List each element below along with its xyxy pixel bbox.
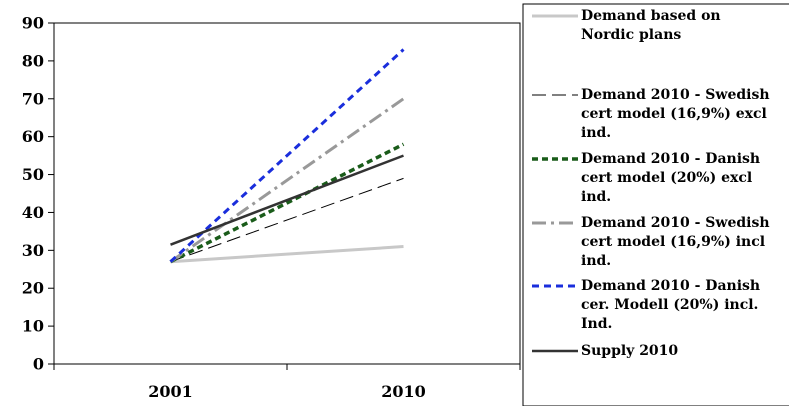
- y-tick-label: 20: [22, 279, 44, 298]
- legend-label: Demand 2010 - Danish cert model (20%) exc…: [581, 151, 760, 205]
- series-line: [169, 48, 405, 263]
- y-axis: 0 10 20 30 40 50 60 70 80 90: [22, 14, 54, 374]
- series-line: [170, 177, 404, 263]
- x-tick-label: 2010: [381, 382, 426, 401]
- legend-box: [522, 3, 789, 406]
- y-tick-label: 60: [22, 127, 44, 146]
- series-line: [170, 154, 404, 246]
- legend-label: Demand 2010 - Danish cer. Modell (20%) in…: [581, 278, 760, 332]
- legend: Demand based on Nordic plans Demand 2010 -…: [532, 8, 770, 359]
- y-tick-label: 80: [22, 51, 44, 70]
- y-tick-label: 50: [22, 165, 44, 184]
- legend-label: Demand 2010 - Swedish cert model (16,9%) …: [581, 215, 770, 269]
- y-tick-label: 90: [22, 14, 44, 33]
- x-tick-label: 2001: [148, 382, 193, 401]
- y-tick-label: 70: [22, 89, 44, 108]
- plot-area: [53, 22, 521, 365]
- legend-label: Demand based on Nordic plans: [581, 8, 721, 43]
- y-tick-label: 40: [22, 203, 44, 222]
- x-axis: 2001 2010: [53, 364, 521, 401]
- y-tick-label: 10: [22, 317, 44, 336]
- series-line: [169, 97, 405, 263]
- series-line: [170, 245, 404, 264]
- series-lines: [169, 48, 405, 264]
- series-line: [169, 142, 405, 264]
- legend-label: Supply 2010: [581, 343, 678, 359]
- y-tick-label: 0: [33, 355, 44, 374]
- y-tick-label: 30: [22, 241, 44, 260]
- legend-label: Demand 2010 - Swedish cert model (16,9%) …: [581, 87, 770, 141]
